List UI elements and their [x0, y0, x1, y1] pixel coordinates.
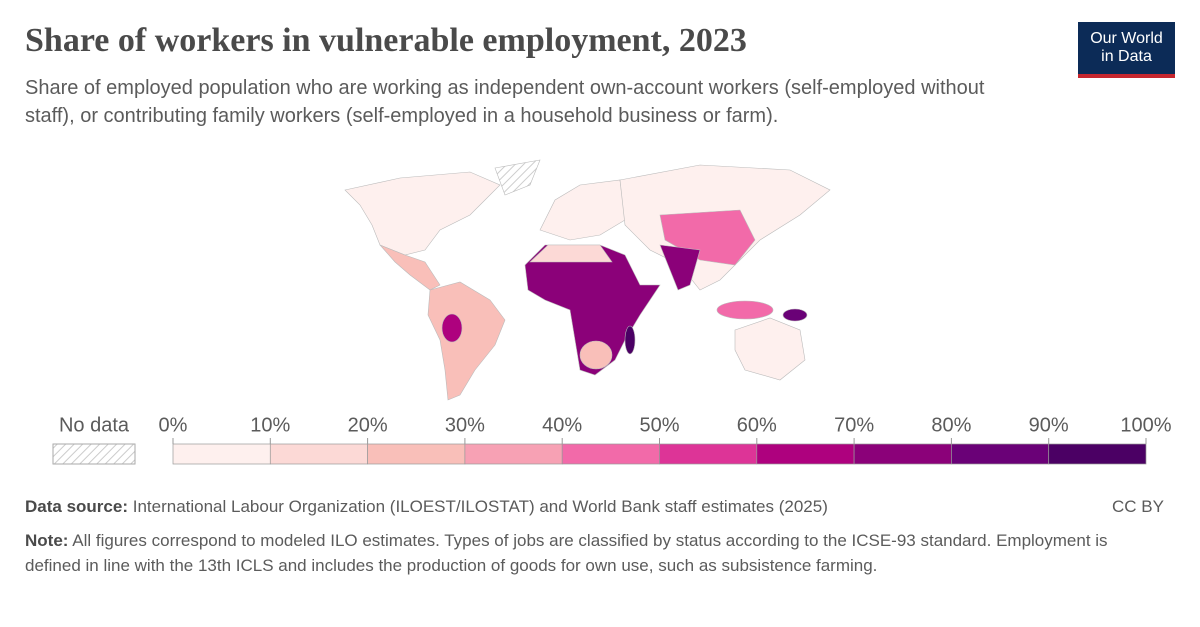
- china[interactable]: [659, 209, 756, 266]
- legend-tick-label: 10%: [250, 414, 290, 436]
- south-america[interactable]: [427, 281, 506, 401]
- india[interactable]: [659, 244, 701, 291]
- legend-bin: [853, 443, 952, 465]
- source: Data source: International Labour Organi…: [25, 497, 828, 517]
- source-text: International Labour Organization (ILOES…: [132, 497, 828, 516]
- subtitle: Share of employed population who are wor…: [25, 77, 985, 127]
- legend: 0% 10% 20% 30% 40% 50% 60% 70% 80% 90% 100%: [159, 414, 1172, 465]
- note: Note: All figures correspond to modeled …: [25, 528, 1145, 578]
- legend-bin: [1048, 443, 1147, 465]
- southeast-asia[interactable]: [716, 300, 774, 320]
- legend-tick-label: 40%: [542, 414, 582, 436]
- license[interactable]: CC BY: [1112, 497, 1164, 516]
- legend-bin: [659, 443, 758, 465]
- legend-tick-label: 70%: [834, 414, 874, 436]
- legend-bin: [464, 443, 563, 465]
- title: Share of workers in vulnerable employmen…: [25, 22, 747, 59]
- logo-line: in Data: [1101, 48, 1152, 65]
- africa[interactable]: [524, 244, 661, 376]
- australia[interactable]: [734, 317, 806, 381]
- greenland[interactable]: [494, 159, 541, 196]
- andes-region[interactable]: [441, 313, 463, 343]
- note-text: All figures correspond to modeled ILO es…: [25, 531, 1108, 575]
- papua[interactable]: [782, 308, 808, 322]
- legend-tick-label: 0%: [159, 414, 188, 436]
- legend-tick-label: 90%: [1029, 414, 1069, 436]
- legend-tick-label: 60%: [737, 414, 777, 436]
- legend-tick-label: 20%: [348, 414, 388, 436]
- note-label: Note:: [25, 531, 69, 550]
- no-data-label: No data: [59, 414, 130, 436]
- legend-bin: [367, 443, 466, 465]
- legend-tick-label: 80%: [931, 414, 971, 436]
- north-africa[interactable]: [529, 244, 613, 263]
- legend-bin: [756, 443, 855, 465]
- southern-africa[interactable]: [579, 340, 613, 370]
- no-data-swatch: [52, 443, 136, 465]
- legend-tick-label: 30%: [445, 414, 485, 436]
- source-label: Data source:: [25, 497, 128, 516]
- legend-bin: [269, 443, 368, 465]
- legend-bin: [172, 443, 271, 465]
- legend-tick-label: 100%: [1120, 414, 1171, 436]
- central-america[interactable]: [379, 244, 441, 291]
- legend-bin: [951, 443, 1050, 465]
- madagascar[interactable]: [624, 325, 636, 355]
- europe[interactable]: [539, 179, 626, 241]
- world-map: [344, 159, 831, 401]
- logo[interactable]: Our World in Data: [1078, 22, 1175, 78]
- logo-line: Our World: [1090, 30, 1163, 47]
- north-america[interactable]: [344, 171, 501, 256]
- legend-bin: [561, 443, 660, 465]
- legend-tick-label: 50%: [639, 414, 679, 436]
